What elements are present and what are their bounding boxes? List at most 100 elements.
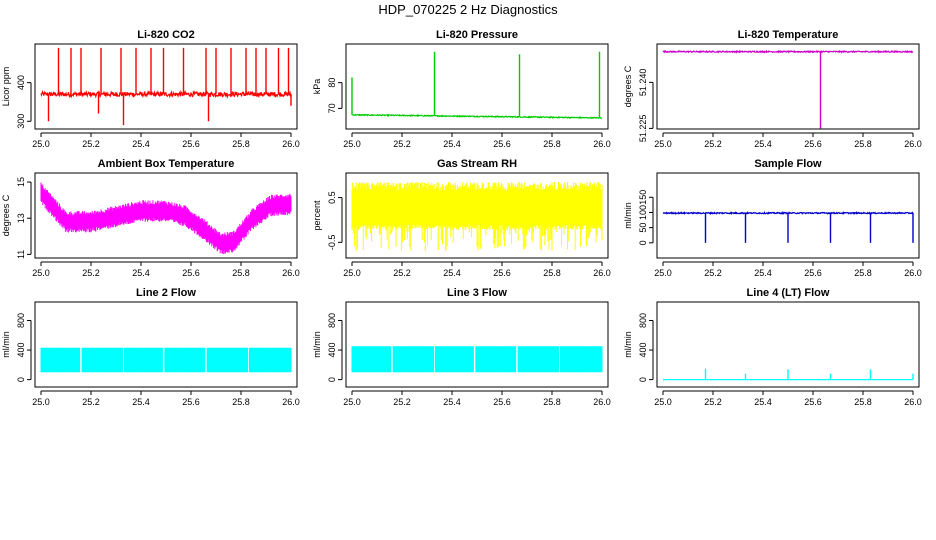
x-tick-label: 25.0 <box>654 139 672 149</box>
x-axis: 25.0 25.2 25.4 25.6 25.8 26.0 <box>343 390 611 407</box>
y-tick-label: 800 <box>327 313 337 328</box>
x-tick-label: 25.0 <box>343 397 361 407</box>
x-axis: 25.0 25.2 25.4 25.6 25.8 26.0 <box>654 390 922 407</box>
x-tick-label: 25.6 <box>493 268 511 278</box>
data-series <box>40 47 292 126</box>
x-tick-label: 25.8 <box>543 139 561 149</box>
chart-title: Line 2 Flow <box>136 287 196 299</box>
y-tick-label: 80 <box>327 78 337 88</box>
plot-frame <box>345 301 609 388</box>
x-tick-label: 25.4 <box>443 268 461 278</box>
chart-panel: Gas Stream RH 25.0 25.2 25.4 25.6 25.8 26.0 -0.… <box>312 158 611 278</box>
x-tick-label: 25.6 <box>493 139 511 149</box>
y-tick-label: 300 <box>16 114 26 129</box>
x-axis: 25.0 25.2 25.4 25.6 25.8 26.0 <box>343 132 611 149</box>
plot-frame <box>345 43 609 130</box>
x-tick-label: 25.2 <box>704 268 722 278</box>
x-tick-label: 25.4 <box>443 397 461 407</box>
data-series <box>351 182 603 252</box>
x-tick-label: 26.0 <box>282 139 300 149</box>
x-tick-label: 25.8 <box>232 139 250 149</box>
plot-frame <box>34 301 298 388</box>
y-tick-label: 0.5 <box>327 191 337 204</box>
y-axis: 0 400 800 <box>327 313 343 382</box>
series-line <box>40 89 292 99</box>
plot-frame <box>34 43 298 130</box>
x-tick-label: 25.2 <box>704 397 722 407</box>
y-axis: 70 80 <box>327 78 343 113</box>
x-tick-label: 26.0 <box>282 268 300 278</box>
x-tick-label: 25.6 <box>182 139 200 149</box>
y-axis: -0.5 0.5 <box>327 191 343 251</box>
y-tick-label: 0 <box>16 377 26 382</box>
plot-frame <box>656 43 920 130</box>
x-axis: 25.0 25.2 25.4 25.6 25.8 26.0 <box>654 132 922 149</box>
plot-frame <box>345 172 609 259</box>
y-tick-label: 0 <box>638 240 648 245</box>
y-tick-label: 800 <box>638 313 648 328</box>
chart-title: Line 3 Flow <box>447 287 507 299</box>
y-axis: 51.225 51.240 <box>638 69 654 142</box>
x-tick-label: 25.6 <box>182 397 200 407</box>
chart-panel: Sample Flow 25.0 25.2 25.4 25.6 25.8 26.0 0 50 10… <box>623 158 922 278</box>
y-axis-label: degrees C <box>1 194 11 236</box>
y-tick-label: 400 <box>16 343 26 358</box>
y-axis-label: ml/min <box>312 331 322 358</box>
y-tick-label: 15 <box>16 177 26 187</box>
y-tick-label: -0.5 <box>327 235 337 251</box>
x-tick-label: 25.2 <box>82 268 100 278</box>
x-tick-label: 25.8 <box>543 268 561 278</box>
chart-title: Li-820 CO2 <box>137 29 194 41</box>
x-axis: 25.0 25.2 25.4 25.6 25.8 26.0 <box>343 261 611 278</box>
x-tick-label: 25.2 <box>393 268 411 278</box>
y-axis-label: degrees C <box>623 65 633 107</box>
x-tick-label: 25.4 <box>132 139 150 149</box>
y-tick-label: 0 <box>638 377 648 382</box>
data-series <box>40 182 292 254</box>
series-line <box>662 49 914 54</box>
x-tick-label: 25.6 <box>804 139 822 149</box>
x-tick-label: 25.2 <box>393 397 411 407</box>
plot-frame <box>34 172 298 259</box>
x-tick-label: 25.2 <box>82 397 100 407</box>
x-tick-label: 25.0 <box>654 268 672 278</box>
x-tick-label: 25.4 <box>754 268 772 278</box>
x-tick-label: 25.0 <box>32 268 50 278</box>
x-tick-label: 25.8 <box>232 268 250 278</box>
y-tick-label: 150 <box>638 190 648 205</box>
x-tick-label: 25.8 <box>854 397 872 407</box>
chart-panel: Li-820 CO2 25.0 25.2 25.4 25.6 25.8 26.0 300 400… <box>1 29 300 149</box>
y-tick-label: 70 <box>327 103 337 113</box>
y-axis-label: percent <box>312 200 322 231</box>
x-axis: 25.0 25.2 25.4 25.6 25.8 26.0 <box>32 261 300 278</box>
chart-title: Li-820 Pressure <box>436 29 518 41</box>
x-tick-label: 25.0 <box>32 397 50 407</box>
y-tick-label: 400 <box>638 343 648 358</box>
x-tick-label: 25.8 <box>854 268 872 278</box>
y-tick-label: 400 <box>16 75 26 90</box>
y-axis: 300 400 <box>16 75 32 129</box>
chart-panel: Li-820 Pressure 25.0 25.2 25.4 25.6 25.8 26.0 7… <box>312 29 611 149</box>
chart-panel: Line 2 Flow 25.0 25.2 25.4 25.6 25.8 26.0 0 400 8… <box>1 287 300 407</box>
y-axis: 0 400 800 <box>16 313 32 382</box>
data-series <box>662 49 914 129</box>
plot-frame <box>656 301 920 388</box>
x-tick-label: 26.0 <box>904 397 922 407</box>
x-axis: 25.0 25.2 25.4 25.6 25.8 26.0 <box>654 261 922 278</box>
chart-title: Ambient Box Temperature <box>98 158 235 170</box>
x-tick-label: 26.0 <box>904 139 922 149</box>
x-tick-label: 26.0 <box>904 268 922 278</box>
x-tick-label: 25.6 <box>804 268 822 278</box>
chart-title: Li-820 Temperature <box>738 29 839 41</box>
y-tick-label: 400 <box>327 343 337 358</box>
chart-panel: Line 3 Flow 25.0 25.2 25.4 25.6 25.8 26.0 0 400 8… <box>312 287 611 407</box>
x-tick-label: 26.0 <box>593 397 611 407</box>
x-tick-label: 25.0 <box>654 397 672 407</box>
y-tick-label: 51.240 <box>638 69 648 97</box>
series-line <box>351 113 602 120</box>
x-tick-label: 25.0 <box>32 139 50 149</box>
y-axis: 0 400 800 <box>638 313 654 382</box>
